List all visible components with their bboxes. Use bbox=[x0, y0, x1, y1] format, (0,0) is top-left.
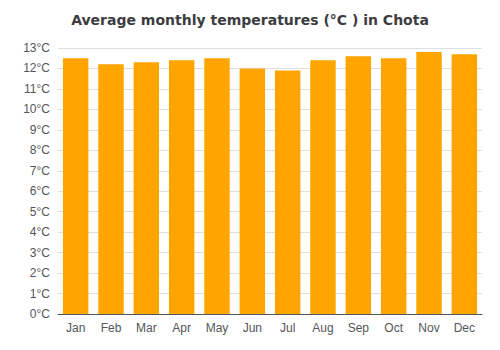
svg-text:9°C: 9°C bbox=[30, 123, 50, 137]
svg-text:4°C: 4°C bbox=[30, 225, 50, 239]
svg-text:Sep: Sep bbox=[348, 321, 370, 335]
svg-text:Oct: Oct bbox=[384, 321, 403, 335]
svg-text:2°C: 2°C bbox=[30, 266, 50, 280]
svg-text:5°C: 5°C bbox=[30, 205, 50, 219]
svg-text:Jul: Jul bbox=[280, 321, 295, 335]
svg-text:12°C: 12°C bbox=[23, 61, 50, 75]
svg-text:Dec: Dec bbox=[454, 321, 475, 335]
svg-text:1°C: 1°C bbox=[30, 287, 50, 301]
svg-text:6°C: 6°C bbox=[30, 184, 50, 198]
svg-text:Jan: Jan bbox=[66, 321, 85, 335]
svg-text:Apr: Apr bbox=[172, 321, 191, 335]
svg-text:13°C: 13°C bbox=[23, 41, 50, 55]
svg-text:0°C: 0°C bbox=[30, 307, 50, 321]
svg-text:8°C: 8°C bbox=[30, 143, 50, 157]
svg-text:Average monthly temperatures (: Average monthly temperatures (°C ) in Ch… bbox=[71, 12, 429, 28]
svg-text:7°C: 7°C bbox=[30, 164, 50, 178]
svg-text:Nov: Nov bbox=[418, 321, 439, 335]
svg-text:Mar: Mar bbox=[136, 321, 157, 335]
svg-text:Feb: Feb bbox=[101, 321, 122, 335]
svg-text:10°C: 10°C bbox=[23, 102, 50, 116]
svg-text:May: May bbox=[206, 321, 229, 335]
svg-text:Jun: Jun bbox=[243, 321, 262, 335]
svg-text:11°C: 11°C bbox=[24, 82, 50, 96]
svg-text:3°C: 3°C bbox=[30, 246, 50, 260]
svg-text:Aug: Aug bbox=[312, 321, 333, 335]
